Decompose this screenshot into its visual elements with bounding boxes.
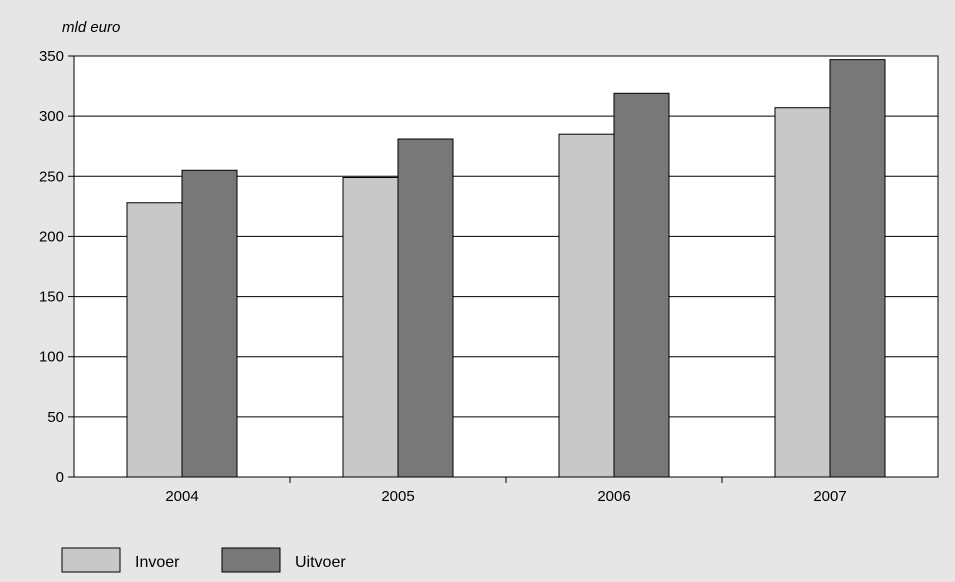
y-tick-label-50: 50 — [47, 409, 64, 426]
bar-uitvoer-2006 — [613, 92, 670, 478]
y-tick-label-200: 200 — [39, 228, 64, 245]
bar-invoer-2004 — [126, 202, 183, 478]
y-tick-label-150: 150 — [39, 289, 64, 306]
legend-label-invoer: Invoer — [135, 554, 180, 571]
legend-label-uitvoer: Uitvoer — [295, 554, 346, 571]
y-tick-label-300: 300 — [39, 108, 64, 125]
y-tick-label-350: 350 — [39, 48, 64, 65]
bars — [126, 59, 886, 478]
bar-uitvoer-2005 — [397, 138, 454, 478]
x-tick-label-2006: 2006 — [597, 488, 630, 505]
y-tick-label-0: 0 — [56, 469, 64, 486]
legend-swatch-invoer — [61, 547, 121, 573]
x-tick-label-2004: 2004 — [165, 488, 198, 505]
bar-uitvoer-2007 — [829, 59, 886, 478]
x-tick-label-2005: 2005 — [381, 488, 414, 505]
legend: Invoer Uitvoer — [61, 547, 346, 573]
bar-invoer-2005 — [342, 176, 399, 478]
y-tick-label-250: 250 — [39, 168, 64, 185]
legend-swatch-uitvoer — [221, 547, 281, 573]
y-axis-unit-label: mld euro — [62, 19, 120, 36]
x-tick-label-2007: 2007 — [813, 488, 846, 505]
x-axis-ticks: 2004 2005 2006 2007 — [165, 477, 847, 505]
bar-uitvoer-2004 — [181, 169, 238, 478]
bar-invoer-2007 — [774, 107, 831, 478]
bar-invoer-2006 — [558, 133, 615, 478]
y-tick-label-100: 100 — [39, 349, 64, 366]
y-axis-ticks: 0 50 100 150 200 250 300 350 — [39, 48, 74, 486]
